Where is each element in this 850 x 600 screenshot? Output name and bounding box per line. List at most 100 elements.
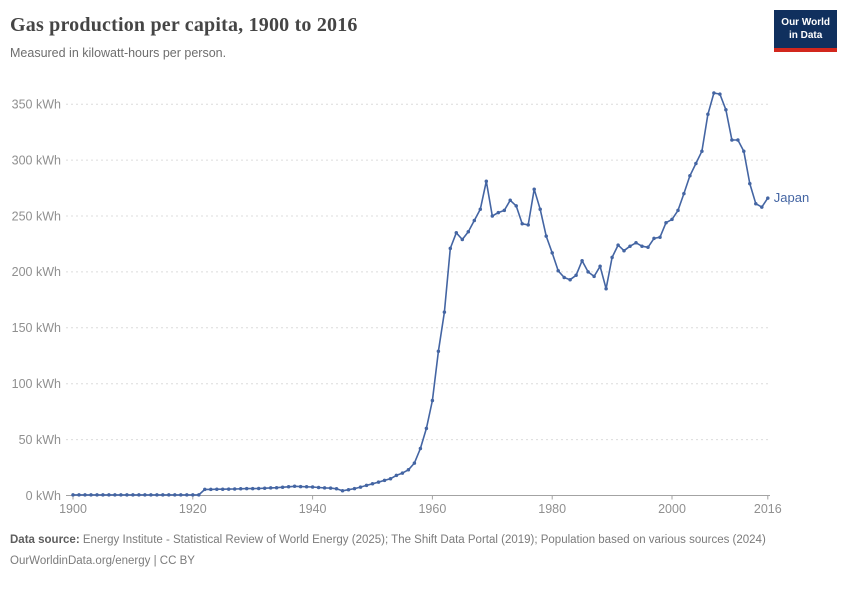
data-point [173,493,177,497]
data-point [388,476,393,481]
data-point [502,208,507,213]
data-point [220,487,225,491]
data-point [370,482,375,486]
data-point [340,489,345,493]
data-point [436,349,441,354]
data-point [520,222,524,226]
data-point [137,493,141,497]
data-point [113,493,117,497]
data-point [352,486,357,491]
data-point [185,493,189,497]
data-point [382,478,387,483]
data-point [430,398,435,403]
data-point [203,487,207,492]
data-point [640,244,644,248]
data-point [580,258,584,263]
data-point [760,205,764,209]
data-point [197,493,201,497]
data-point [448,246,453,251]
data-point [748,181,752,186]
data-point [670,217,674,222]
data-point [634,241,638,245]
data-point [700,149,704,153]
data-point [718,92,722,96]
data-point [83,493,87,497]
data-point [346,487,351,492]
data-point [676,208,680,213]
x-tick-label: 2016 [754,502,782,516]
data-point [574,273,578,278]
data-source-text: Energy Institute - Statistical Review of… [82,534,766,546]
owid-logo[interactable]: Our World in Data [774,10,837,52]
y-tick-label: 150 kWh [12,321,61,335]
data-point [412,461,417,465]
data-point [167,493,171,497]
data-point [310,485,315,489]
data-point [496,210,501,215]
data-point [592,274,596,279]
owid-logo-line2: in Data [788,29,823,41]
data-point [77,493,81,497]
data-point [149,493,153,497]
data-point [628,244,632,248]
data-point [316,485,321,490]
chart-canvas[interactable]: 0 kWh 50 kWh 100 kWh 150 kWh 200 kWh 250 kWh 3… [0,75,850,525]
series-end-label-japan: Japan [774,190,809,205]
y-tick-label: 250 kWh [12,209,61,223]
data-source-note: Data source: Energy Institute - Statisti… [10,532,822,548]
data-point [646,245,650,250]
data-point [89,493,93,497]
data-point [604,286,608,291]
data-point [598,264,602,269]
x-tick-label: 1900 [59,502,87,516]
data-point [125,493,129,497]
data-point [143,493,147,497]
owid-link[interactable]: OurWorldinData.org/energy | CC BY [10,555,195,568]
x-tick-label: 1980 [538,502,566,516]
y-tick-label: 350 kWh [12,98,61,112]
data-point [107,493,111,497]
y-tick-label: 200 kWh [12,265,61,279]
chart-subtitle: Measured in kilowatt-hours per person. [10,46,227,60]
y-tick-label: 50 kWh [19,433,61,447]
data-point [328,486,333,490]
data-point [155,493,159,497]
data-point [226,487,231,491]
data-point [730,138,734,142]
chart-header: Gas production per capita, 1900 to 2016 … [10,14,755,60]
data-point [232,487,237,491]
y-tick-label: 0 kWh [26,489,61,503]
data-point [712,91,716,95]
x-tick-label: 2000 [658,502,686,516]
data-point [478,207,483,212]
data-point [250,486,255,491]
data-point [358,485,363,489]
data-point [418,446,423,451]
data-point [688,174,692,178]
data-point [532,187,536,191]
data-point [706,112,710,117]
data-point [658,235,662,239]
data-point [556,269,560,273]
data-point [209,487,213,492]
series-line-japan [73,92,769,496]
data-point [238,487,243,491]
data-point [664,220,668,225]
data-point [191,493,195,497]
data-point [442,310,447,314]
data-point [526,223,530,227]
data-point [244,486,249,491]
data-point [286,485,291,489]
x-tick-label: 1920 [179,502,207,516]
data-point [544,234,548,238]
data-point [454,231,459,235]
data-point [736,138,740,142]
y-tick-label: 300 kWh [12,153,61,167]
data-point [610,255,614,260]
data-point [179,493,183,497]
data-point [334,487,339,491]
data-point [490,214,495,218]
data-point [472,218,477,223]
data-point [514,204,518,208]
